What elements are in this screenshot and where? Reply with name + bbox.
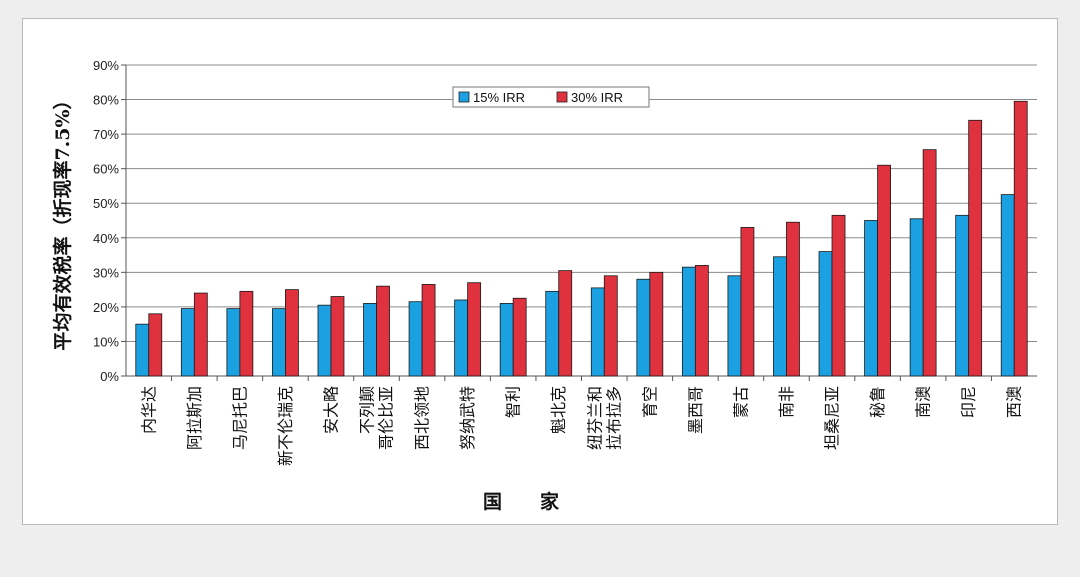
bar-30-irr bbox=[649, 271, 664, 377]
bar-30-irr bbox=[786, 221, 800, 377]
legend-box bbox=[452, 86, 650, 108]
y-tick-label: 10% bbox=[93, 334, 119, 349]
x-tick-label: 内华达 bbox=[139, 386, 158, 434]
bar-15-irr bbox=[909, 218, 924, 377]
bar-30-irr bbox=[148, 313, 163, 377]
bar-30-irr bbox=[285, 289, 299, 377]
bar-30-irr bbox=[922, 149, 937, 377]
y-tick-label: 40% bbox=[93, 231, 119, 246]
x-tick-label: 新不伦瑞克 bbox=[276, 386, 295, 466]
bar-15-irr bbox=[499, 303, 514, 377]
bar-15-irr bbox=[955, 214, 970, 377]
bar-chart: 0% 10% 20% 30% 40% 50% 60% 70% 80% 90% 内华达 阿拉斯加 马尼托巴… bbox=[51, 58, 1037, 513]
bar-30-irr bbox=[558, 270, 573, 377]
x-axis-title: 国 家 bbox=[483, 490, 560, 513]
x-tick-label: 不列颠 bbox=[358, 386, 377, 434]
bar-15-irr bbox=[636, 278, 651, 377]
x-tick-label: 拉布拉多 bbox=[604, 386, 623, 450]
bar-30-irr bbox=[694, 265, 709, 377]
bar-15-irr bbox=[773, 256, 787, 377]
bar-30-irr bbox=[1013, 100, 1028, 377]
x-tick-label: 智利 bbox=[504, 386, 523, 418]
bar-30-irr bbox=[831, 214, 846, 377]
bar-30-irr bbox=[239, 290, 254, 377]
bar-30-irr bbox=[968, 119, 983, 377]
x-tick-label: 哥伦比亚 bbox=[377, 386, 396, 450]
x-tick-label: 马尼托巴 bbox=[230, 386, 249, 450]
x-tick-label: 安大略 bbox=[321, 386, 340, 434]
bar-15-irr bbox=[135, 323, 150, 377]
legend-swatch-30-irr bbox=[556, 91, 568, 103]
bar-30-irr bbox=[877, 164, 891, 377]
x-tick-label: 阿拉斯加 bbox=[185, 386, 204, 450]
x-tick-label: 育空 bbox=[640, 386, 659, 418]
bar-30-irr bbox=[512, 297, 527, 377]
bar-15-irr bbox=[864, 220, 878, 377]
bar-15-irr bbox=[363, 303, 377, 377]
bar-30-irr bbox=[376, 285, 390, 377]
x-tick-label: 印尼 bbox=[959, 386, 978, 418]
chart-frame: 0% 10% 20% 30% 40% 50% 60% 70% 80% 90% 内华达 阿拉斯加 马尼托巴… bbox=[22, 18, 1058, 525]
y-axis-title: 平均有效税率（折现率7.5%） bbox=[51, 90, 74, 350]
x-tick-label: 魁北克 bbox=[549, 386, 568, 434]
x-tick-label: 努纳武特 bbox=[458, 386, 477, 450]
bar-15-irr bbox=[180, 308, 195, 377]
x-tick-label: 墨西哥 bbox=[686, 386, 705, 434]
bar-15-irr bbox=[454, 299, 469, 377]
y-tick-label: 30% bbox=[93, 265, 119, 280]
bar-15-irr bbox=[408, 301, 423, 377]
bar-15-irr bbox=[1000, 194, 1015, 377]
y-tick-label: 90% bbox=[93, 58, 119, 73]
bar-30-irr bbox=[603, 275, 618, 377]
bar-30-irr bbox=[421, 284, 436, 377]
bar-30-irr bbox=[467, 282, 482, 377]
legend-swatch-15-irr bbox=[458, 91, 470, 103]
bar-30-irr bbox=[330, 296, 345, 377]
y-tick-label: 0% bbox=[100, 369, 119, 384]
bar-15-irr bbox=[317, 304, 332, 377]
bar-15-irr bbox=[681, 266, 696, 377]
bar-15-irr bbox=[545, 290, 560, 377]
x-tick-label: 纽芬兰和 bbox=[585, 386, 604, 450]
bar-15-irr bbox=[590, 287, 605, 377]
y-tick-label: 20% bbox=[93, 300, 119, 315]
y-tick-label: 60% bbox=[93, 162, 119, 177]
legend-label-30-irr: 30% IRR bbox=[571, 90, 623, 105]
x-tick-label: 南非 bbox=[777, 386, 796, 418]
bar-15-irr bbox=[818, 251, 833, 377]
bar-15-irr bbox=[727, 275, 742, 377]
legend-label-15-irr: 15% IRR bbox=[473, 90, 525, 105]
bar-15-irr bbox=[226, 308, 241, 377]
y-tick-label: 70% bbox=[93, 127, 119, 142]
y-tick-label: 50% bbox=[93, 196, 119, 211]
x-tick-label: 坦桑尼亚 bbox=[823, 386, 842, 450]
bar-30-irr bbox=[740, 227, 755, 377]
x-tick-label: 西澳 bbox=[1005, 386, 1024, 418]
y-tick-label: 80% bbox=[93, 93, 119, 108]
bar-15-irr bbox=[272, 308, 286, 377]
x-tick-label: 秘鲁 bbox=[868, 386, 887, 418]
bar-30-irr bbox=[193, 292, 208, 377]
x-tick-label: 西北领地 bbox=[413, 386, 432, 450]
x-tick-label: 南澳 bbox=[914, 386, 933, 418]
x-tick-label: 蒙古 bbox=[731, 386, 750, 418]
